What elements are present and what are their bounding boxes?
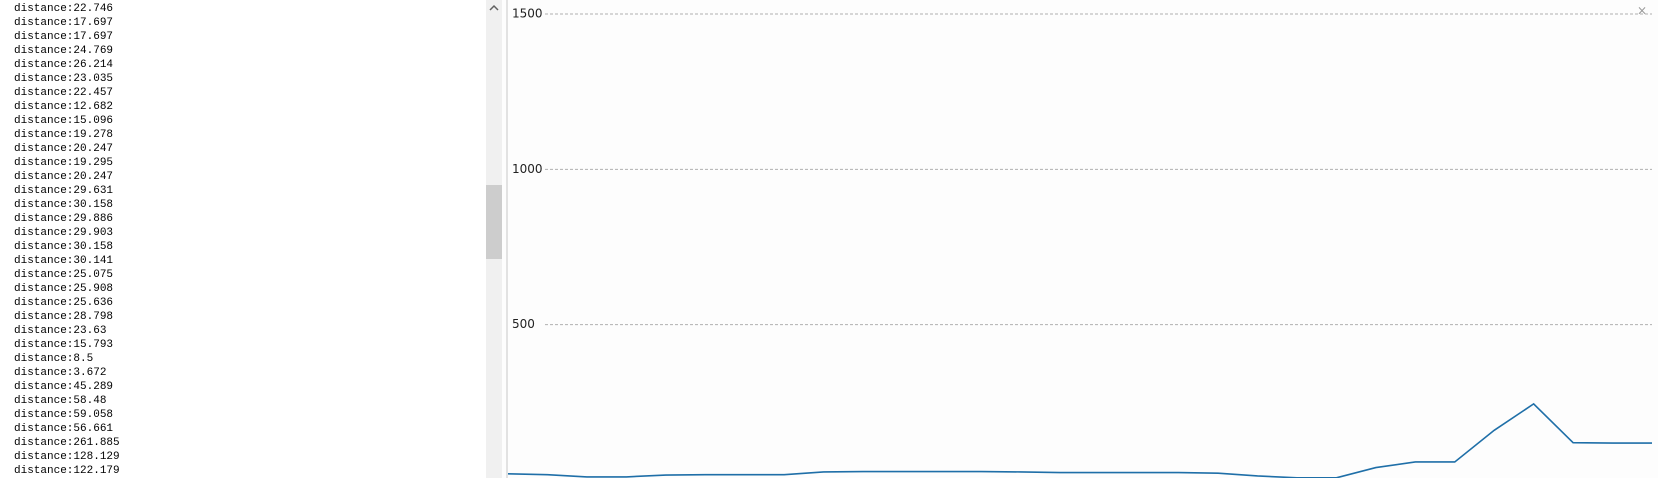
log-line: distance:45.289	[14, 381, 114, 393]
log-line: distance:261.885	[14, 437, 120, 449]
log-line: distance:20.247	[14, 171, 114, 183]
log-line: distance:29.631	[14, 185, 114, 197]
line	[507, 402, 1652, 478]
log-line: distance:17.697	[14, 31, 114, 43]
log-line: distance:19.295	[14, 157, 114, 169]
log-line: distance:19.278	[14, 129, 114, 141]
scroll-up[interactable]	[486, 0, 502, 16]
log-line: distance:30.141	[14, 255, 114, 267]
y-tick-label: 1500	[512, 7, 543, 21]
log-line: distance:22.746	[14, 3, 114, 15]
log-line: distance:15.793	[14, 339, 114, 351]
log-line: distance:17.697	[14, 17, 114, 29]
log-line: distance:25.075	[14, 269, 114, 281]
log-line: distance:29.903	[14, 227, 114, 239]
close-button[interactable]: ×	[1637, 4, 1647, 18]
log-line: distance:28.798	[14, 311, 114, 323]
log-line: distance:30.158	[14, 241, 114, 253]
log-line: distance:23.035	[14, 73, 114, 85]
log-line: distance:24.769	[14, 45, 114, 57]
log-line: distance:122.179	[14, 465, 120, 477]
y-tick-label: 500	[512, 317, 535, 331]
log-line: distance:25.636	[14, 297, 114, 309]
log-line: distance:8.5	[14, 353, 94, 365]
chart: × 500 1000 1500	[502, 0, 1658, 478]
log-line: distance:58.48	[14, 395, 107, 407]
log-panel: distance:22.746 distance:17.697 distance:1…	[0, 0, 486, 478]
log-line: distance:25.908	[14, 283, 114, 295]
scrollbar[interactable]	[486, 0, 502, 478]
log-line: distance:3.672	[14, 367, 107, 379]
log-line: distance:22.457	[14, 87, 114, 99]
log-line: distance:23.63	[14, 325, 107, 337]
log-line: distance:30.158	[14, 199, 114, 211]
log-line: distance:15.096	[14, 115, 114, 127]
log-line: distance:29.886	[14, 213, 114, 225]
scroll-thumb[interactable]	[486, 185, 502, 259]
chart-bg	[502, 0, 1658, 478]
y-tick-label: 1000	[512, 162, 543, 176]
log-line: distance:128.129	[14, 451, 120, 463]
log-line: distance:59.058	[14, 409, 114, 421]
log-line: distance:12.682	[14, 101, 114, 113]
log-line: distance:26.214	[14, 59, 114, 71]
log-line: distance:20.247	[14, 143, 114, 155]
log-line: distance:56.661	[14, 423, 114, 435]
